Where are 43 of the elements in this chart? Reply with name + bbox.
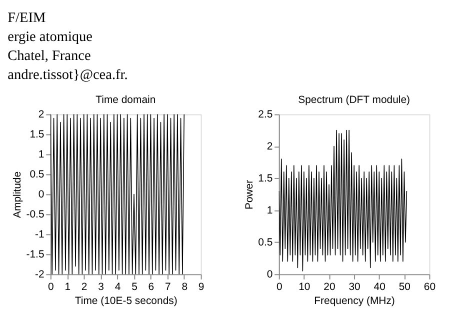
x-axis-title: Time (10E-5 seconds) xyxy=(74,296,178,308)
y-tick-label: -0.5 xyxy=(26,210,44,221)
y-tick-label: 2 xyxy=(38,110,44,121)
x-tick-label: 20 xyxy=(324,282,336,293)
x-tick-label: 6 xyxy=(148,282,154,293)
x-tick-label: 30 xyxy=(348,282,361,293)
x-tick-label: 1 xyxy=(64,282,71,293)
y-tick-label: -1 xyxy=(34,230,44,241)
x-tick-label: 10 xyxy=(298,282,310,293)
y-tick-label: 1 xyxy=(266,206,273,217)
text: Chatel, France xyxy=(8,48,91,64)
x-tick-label: 2 xyxy=(81,282,88,293)
x-tick-label: 9 xyxy=(198,282,204,293)
x-tick-label: 4 xyxy=(114,282,121,293)
x-tick-label: 5 xyxy=(132,282,138,293)
y-tick-label: 0.5 xyxy=(258,238,273,249)
line-series xyxy=(278,130,408,272)
x-axis-title: Frequency (MHz) xyxy=(314,296,395,308)
y-tick-label: 2 xyxy=(266,142,273,153)
x-tick-label: 3 xyxy=(98,282,104,293)
y-axis-title: Amplitude xyxy=(12,171,24,218)
y-tick-label: 2.5 xyxy=(258,110,273,121)
text: andre.tissot}@cea.fr. xyxy=(8,67,128,84)
x-tick-label: 0 xyxy=(48,282,54,293)
y-tick-label: -1.5 xyxy=(26,250,44,261)
y-tick-label: 0 xyxy=(266,270,273,281)
y-tick-label: 1 xyxy=(38,150,44,161)
y-axis-title: Power xyxy=(244,179,256,210)
chart-title: Spectrum (DFT module) xyxy=(298,94,410,106)
y-tick-label: -2 xyxy=(34,270,44,281)
y-tick-label: 1.5 xyxy=(30,130,44,141)
chart-title: Time domain xyxy=(96,94,156,106)
x-tick-label: 7 xyxy=(164,282,171,293)
text: F/EIM xyxy=(8,10,46,26)
y-tick-label: 0 xyxy=(38,190,44,201)
x-tick-label: 40 xyxy=(374,282,386,293)
text: ergie atomique xyxy=(8,29,93,45)
y-tick-label: 1.5 xyxy=(258,174,273,185)
x-tick-label: 60 xyxy=(424,282,436,293)
x-tick-label: 0 xyxy=(276,282,282,293)
x-tick-label: 8 xyxy=(182,282,188,293)
y-tick-label: 0.5 xyxy=(30,170,44,181)
x-tick-label: 50 xyxy=(398,282,411,293)
